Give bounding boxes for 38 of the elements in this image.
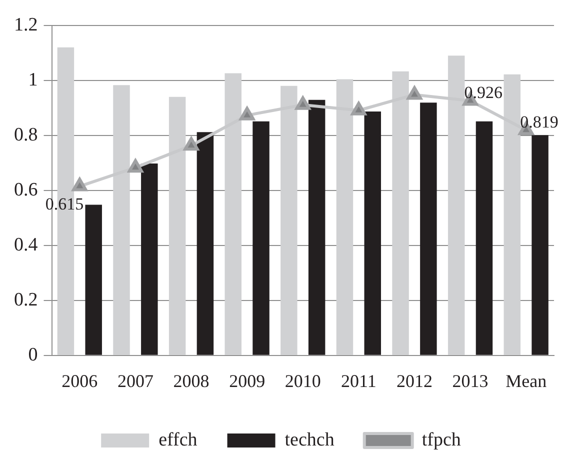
x-tick-label: 2008	[173, 370, 210, 391]
legend-label: effch	[158, 429, 198, 450]
bar	[196, 132, 214, 355]
point	[406, 86, 422, 100]
bar	[420, 102, 437, 355]
data-label: 0.615	[45, 194, 84, 214]
data-label: 0.926	[464, 83, 503, 102]
x-tick-label: 2012	[396, 370, 432, 391]
bar	[364, 111, 382, 355]
point	[295, 96, 310, 110]
x-tick-label: 2011	[341, 370, 376, 391]
legend-label: techch	[284, 429, 335, 450]
x-tick-label: 2009	[229, 370, 266, 391]
bar	[476, 121, 493, 355]
x-tick-label: 2013	[452, 370, 488, 391]
y-tick-label: 0.6	[14, 179, 38, 200]
x-tick-label: 2007	[117, 370, 154, 391]
x-tick-label: 2006	[62, 370, 98, 391]
y-tick-label: 1.2	[14, 14, 38, 36]
point	[184, 137, 199, 151]
point	[72, 178, 88, 192]
bar	[252, 121, 270, 355]
y-tick-label: 0.8	[14, 124, 38, 146]
x-tick-label: Mean	[506, 370, 547, 391]
bar	[141, 163, 158, 355]
bar	[532, 135, 548, 355]
y-tick-label: 0.4	[14, 234, 38, 256]
y-tick-label: 0	[28, 344, 38, 366]
y-tick-label: 1	[28, 69, 38, 90]
legend-label: tfpch	[422, 429, 462, 450]
y-tick-label: 0.2	[14, 289, 38, 310]
point	[240, 106, 255, 120]
data-label: 0.819	[520, 112, 558, 132]
x-tick-label: 2010	[284, 370, 321, 391]
bar	[85, 204, 102, 355]
point	[351, 102, 366, 116]
bar	[308, 100, 326, 355]
point	[128, 159, 144, 173]
